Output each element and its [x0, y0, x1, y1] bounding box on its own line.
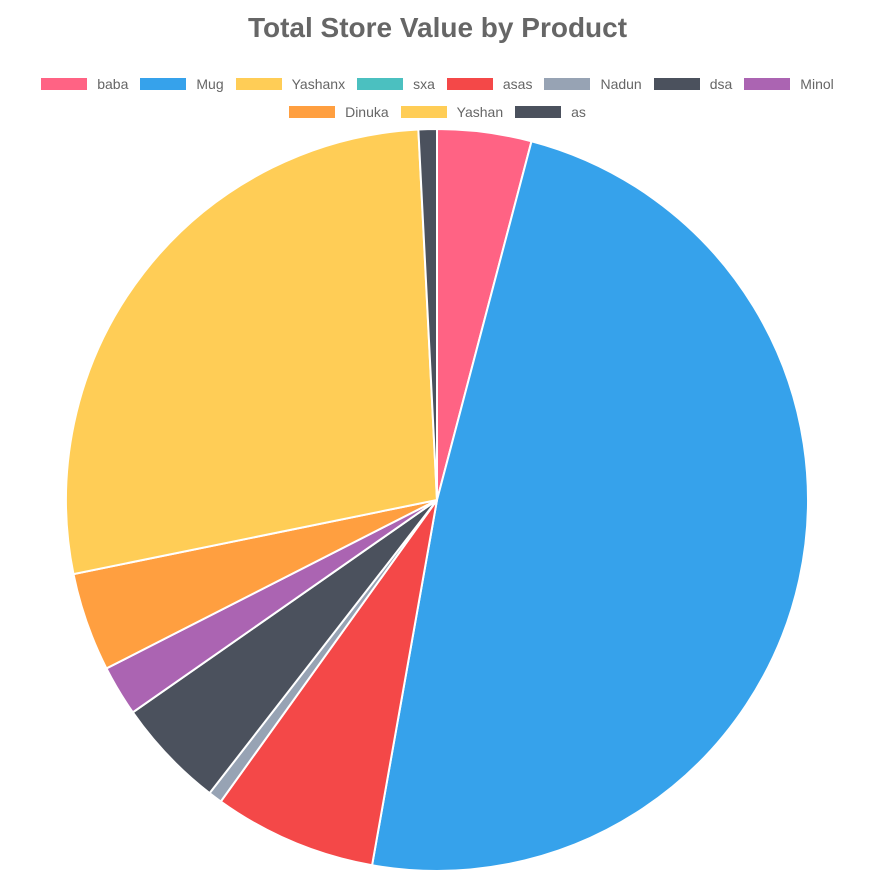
- legend-item-nadun[interactable]: Nadun: [544, 76, 642, 92]
- legend-label: Yashan: [456, 104, 504, 120]
- legend-item-as[interactable]: as: [515, 104, 586, 120]
- legend-swatch: [357, 78, 404, 90]
- legend-label: Nadun: [600, 76, 642, 92]
- legend-label: Dinuka: [345, 104, 389, 120]
- legend-swatch: [515, 106, 562, 118]
- pie-slice-mug[interactable]: [370, 140, 809, 872]
- chart-title: Total Store Value by Product: [247, 12, 628, 43]
- legend: baba Mug Yashanx sxa asas Nadun: [0, 70, 875, 126]
- legend-item-mug[interactable]: Mug: [140, 76, 224, 92]
- legend-item-yashan[interactable]: Yashan: [400, 104, 504, 120]
- legend-swatch: [544, 78, 591, 90]
- legend-swatch: [744, 78, 791, 90]
- legend-item-sxa[interactable]: sxa: [357, 76, 435, 92]
- legend-swatch: [653, 78, 700, 90]
- legend-label: Minol: [800, 76, 834, 92]
- legend-label: sxa: [413, 76, 435, 92]
- legend-swatch: [235, 78, 282, 90]
- legend-item-minol[interactable]: Minol: [744, 76, 834, 92]
- pie-slice-yashan[interactable]: [65, 128, 439, 576]
- legend-label: as: [571, 104, 586, 120]
- legend-swatch: [140, 78, 187, 90]
- legend-label: asas: [502, 76, 533, 92]
- legend-label: dsa: [709, 76, 733, 92]
- legend-label: Yashanx: [291, 76, 346, 92]
- pie-slice-as[interactable]: [417, 127, 438, 501]
- legend-row-1: baba Mug Yashanx sxa asas Nadun: [0, 70, 875, 98]
- legend-item-asas[interactable]: asas: [446, 76, 533, 92]
- legend-swatch: [289, 106, 336, 118]
- legend-label: Mug: [196, 76, 224, 92]
- legend-item-yashanx[interactable]: Yashanx: [235, 76, 346, 92]
- legend-row-2: Dinuka Yashan as: [0, 98, 875, 126]
- legend-swatch: [41, 78, 88, 90]
- legend-item-baba[interactable]: baba: [41, 76, 128, 92]
- legend-label: baba: [97, 76, 129, 92]
- legend-item-dinuka[interactable]: Dinuka: [289, 104, 389, 120]
- legend-swatch: [446, 78, 493, 90]
- pie-slice-asas[interactable]: [219, 499, 438, 867]
- legend-swatch: [400, 106, 447, 118]
- legend-item-dsa[interactable]: dsa: [653, 76, 733, 92]
